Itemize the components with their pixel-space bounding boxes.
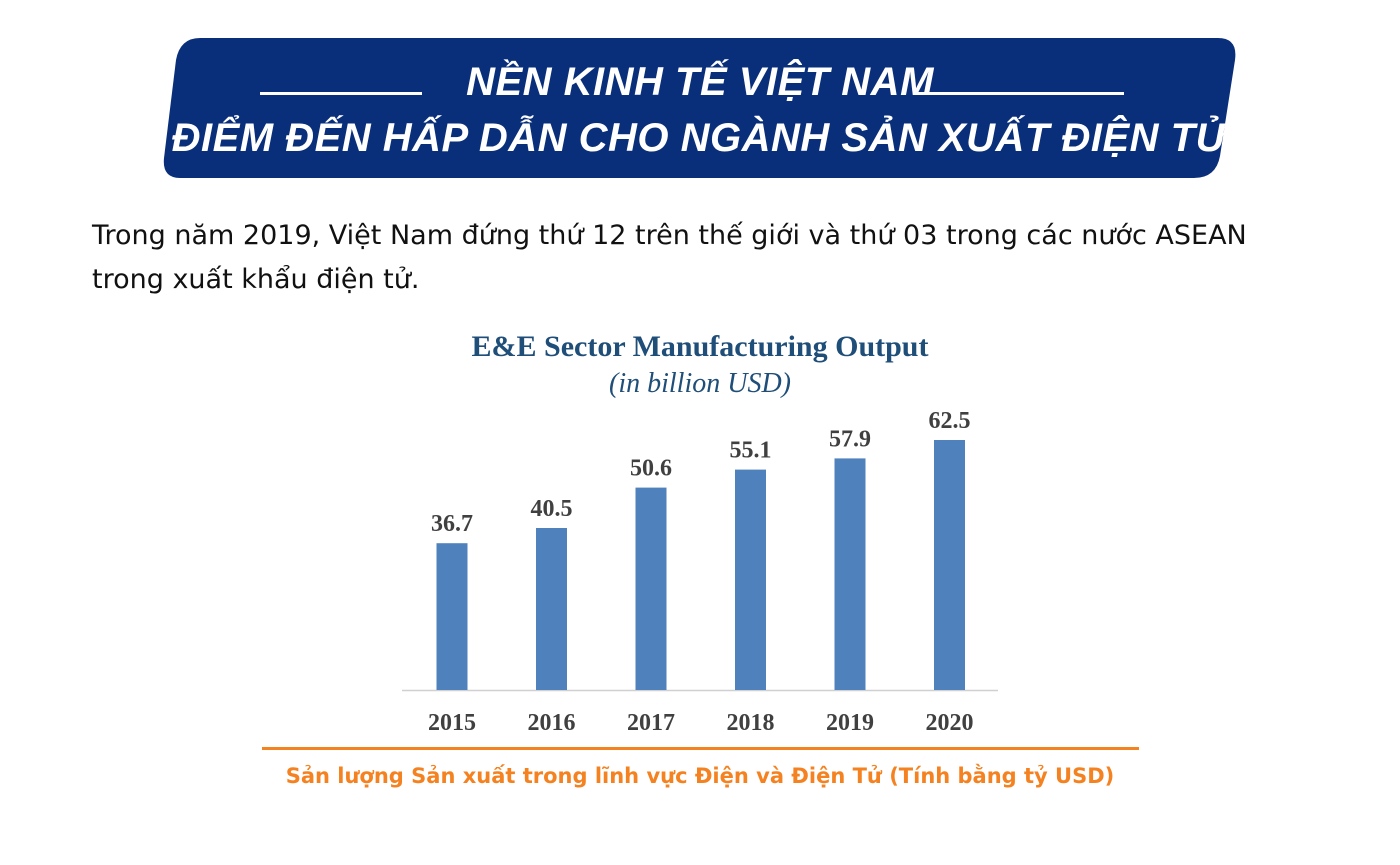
intro-line2: trong xuất khẩu điện tử. [92,264,420,295]
x-tick-label-2016: 2016 [528,710,576,736]
x-tick-label-2018: 2018 [727,710,775,736]
banner-rule-left [260,92,422,95]
bar-2019 [834,458,866,690]
bar-2017 [635,487,667,690]
bar-2020 [934,440,965,690]
x-tick-label-2017: 2017 [627,710,675,736]
footer-divider [262,747,1139,750]
chart-title: E&E Sector Manufacturing Output [471,330,929,363]
data-label-2016: 40.5 [531,496,573,522]
banner-title-line1: NỀN KINH TẾ VIỆT NAM [466,60,934,104]
chart-subtitle: (in billion USD) [609,368,791,399]
data-label-2019: 57.9 [829,426,871,452]
intro-line1: Trong năm 2019, Việt Nam đứng thứ 12 trê… [92,220,1247,251]
banner-title-line2: ĐIỂM ĐẾN HẤP DẪN CHO NGÀNH SẢN XUẤT ĐIỆN… [171,116,1229,160]
bar-2015 [436,543,468,690]
data-label-2018: 55.1 [730,438,772,464]
x-tick-label-2020: 2020 [926,710,974,736]
footer-caption: Sản lượng Sản xuất trong lĩnh vực Điện v… [285,764,1115,788]
data-label-2015: 36.7 [431,511,473,537]
x-tick-label-2015: 2015 [428,710,476,736]
intro-paragraph: Trong năm 2019, Việt Nam đứng thứ 12 trê… [92,214,1332,302]
banner-background [163,38,1236,178]
bar-2016 [536,528,567,690]
bar-2018 [735,469,766,690]
data-label-2017: 50.6 [630,456,672,482]
data-label-2020: 62.5 [929,408,971,434]
banner-rule-right [914,92,1124,95]
x-tick-label-2019: 2019 [826,710,874,736]
header-banner: NỀN KINH TẾ VIỆT NAM ĐIỂM ĐẾN HẤP DẪN CH… [162,38,1238,178]
